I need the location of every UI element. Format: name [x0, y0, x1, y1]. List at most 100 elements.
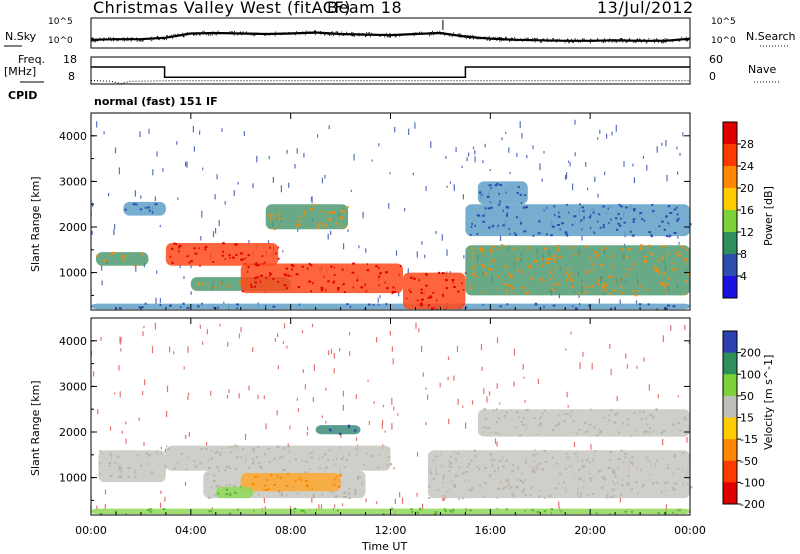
- nsky-line: [90, 31, 691, 42]
- colorbar-tick-label-2-1: 24: [740, 160, 754, 173]
- time-axis-label: Time UT: [362, 540, 408, 553]
- colorbar-cell-2-3: [723, 188, 737, 211]
- heat-texture-3-7: [428, 449, 693, 500]
- freq-ytick-bottom-left: 8: [68, 70, 75, 83]
- xtick-label-0: 00:00: [75, 524, 107, 537]
- heat-texture-3-1: [98, 450, 168, 479]
- ytick-label-3-1: 3000: [59, 380, 87, 393]
- heat-region-3-2: [165, 445, 391, 471]
- colorbar-cell-2-0: [723, 122, 737, 145]
- noise-ytick-top-right: 10^5: [711, 17, 736, 27]
- colorbar-tick-label-2-3: 16: [740, 204, 754, 217]
- heat-texture-2-6: [241, 262, 402, 295]
- heat-region-2-4: [265, 204, 349, 230]
- ytick-label-2-1: 3000: [59, 175, 87, 188]
- nsky-jitter: [91, 30, 689, 44]
- ytick-label-2-3: 1000: [59, 267, 87, 280]
- ytick-label-3-2: 2000: [59, 426, 87, 439]
- xtick-label-3: 12:00: [375, 524, 407, 537]
- colorbar-tick-label-3-7: -200: [740, 498, 765, 511]
- heat-texture-2-9: [469, 203, 692, 238]
- heat-region-3-1: [98, 450, 166, 483]
- freq-label: Freq.: [18, 53, 46, 66]
- heat-region-2-2: [123, 201, 166, 216]
- colorbar-cell-2-4: [723, 210, 737, 233]
- heat-region-2-7: [402, 272, 466, 310]
- heat-region-3-6: [315, 425, 361, 435]
- nave-line: [90, 79, 690, 85]
- xtick-label-1: 04:00: [175, 524, 207, 537]
- xtick-label-5: 20:00: [574, 524, 606, 537]
- colorbar-tick-label-2-2: 20: [740, 182, 754, 195]
- colorbar-cell-2-5: [723, 232, 737, 255]
- colorbar-cell-3-6: [723, 460, 737, 483]
- heat-region-2-3: [165, 242, 279, 266]
- nave-ytick-top-right: 60: [709, 53, 723, 66]
- colorbar-tick-label-2-5: 8: [740, 248, 747, 261]
- noise-ytick-bottom-left: 10^0: [48, 36, 73, 46]
- heat-texture-2-3: [169, 242, 280, 267]
- colorbar-tick-label-3-5: -50: [740, 455, 758, 468]
- nave-label: Nave: [748, 63, 777, 76]
- colorbar-cell-3-0: [723, 331, 737, 354]
- colorbar-cell-3-2: [723, 374, 737, 397]
- colorbar-cell-3-3: [723, 395, 737, 418]
- ytick-label-3-3: 1000: [59, 472, 87, 485]
- heat-texture-3-0: [99, 507, 681, 515]
- heat-texture-2-10: [478, 182, 527, 204]
- colorbar-cell-2-2: [723, 166, 737, 189]
- heat-region-2-6: [240, 263, 403, 294]
- colorbar-cell-3-7: [723, 482, 737, 505]
- heat-texture-3-2: [166, 445, 393, 472]
- heat-texture-2-4: [268, 203, 349, 231]
- date-label: 13/Jul/2012: [597, 0, 694, 17]
- heat-texture-3-4: [251, 472, 342, 493]
- colorbar-cell-2-6: [723, 254, 737, 277]
- colorbar-cell-3-4: [723, 417, 737, 440]
- nave-ytick-bottom-right: 0: [709, 70, 716, 83]
- nsky-label: N.Sky: [5, 30, 37, 43]
- heat-texture-2-2: [124, 203, 158, 214]
- cpid-label: CPID: [8, 89, 38, 102]
- heat-region-3-4: [240, 473, 341, 492]
- freq-unit-label: [MHz]: [4, 65, 37, 78]
- heat-texture-3-8: [482, 408, 687, 438]
- colorbar-cell-2-1: [723, 144, 737, 167]
- freq-panel-frame: [90, 56, 691, 85]
- heat-texture-2-8: [465, 244, 690, 297]
- heat-region-2-9: [465, 204, 690, 237]
- heat-region-3-8: [477, 409, 690, 437]
- freq-line: [91, 66, 690, 79]
- heat-texture-2-1: [96, 251, 144, 267]
- colorbar-tick-label-2-6: 4: [740, 270, 747, 283]
- ytick-label-3-0: 4000: [59, 335, 87, 348]
- freq-ytick-top-left: 18: [63, 53, 77, 66]
- nsearch-label: N.Search: [746, 30, 796, 43]
- ytick-label-2-0: 4000: [59, 130, 87, 143]
- colorbar-tick-label-3-0: 200: [740, 347, 761, 360]
- colorbar-tick-label-3-3: 15: [740, 412, 754, 425]
- xtick-label-4: 16:00: [474, 524, 506, 537]
- heat-region-2-8: [465, 245, 690, 296]
- colorbar-tick-label-2-0: 28: [740, 138, 754, 151]
- colorbar-tick-label-3-4: -15: [740, 433, 758, 446]
- heat-texture-3-6: [328, 424, 357, 435]
- colorbar-cell-3-1: [723, 352, 737, 375]
- heat-region-2-10: [477, 181, 528, 205]
- heat-region-2-1: [95, 252, 149, 266]
- noise-panel-frame: [90, 17, 691, 49]
- ytick-label-2-2: 2000: [59, 221, 87, 234]
- cpid-value: normal (fast) 151 IF: [94, 95, 218, 108]
- noise-ytick-bottom-right: 10^0: [711, 36, 736, 46]
- station-title: Christmas Valley West (fitACF): [93, 0, 351, 17]
- xtick-label-6: 00:00: [674, 524, 706, 537]
- xtick-label-2: 08:00: [275, 524, 307, 537]
- heat-texture-3-5: [217, 485, 242, 497]
- colorbar-tick-label-3-2: 50: [740, 390, 754, 403]
- colorbar-tick-label-2-4: 12: [740, 226, 754, 239]
- heat-region-3-7: [427, 450, 690, 499]
- colorbar-tick-label-3-1: 100: [740, 368, 761, 381]
- colorbar-cell-3-5: [723, 439, 737, 462]
- beam-label: Beam 18: [327, 0, 403, 17]
